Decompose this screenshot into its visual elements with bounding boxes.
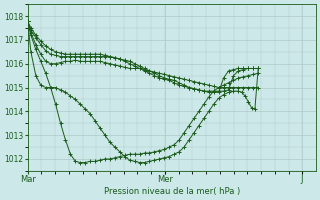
X-axis label: Pression niveau de la mer( hPa ): Pression niveau de la mer( hPa )	[104, 187, 240, 196]
